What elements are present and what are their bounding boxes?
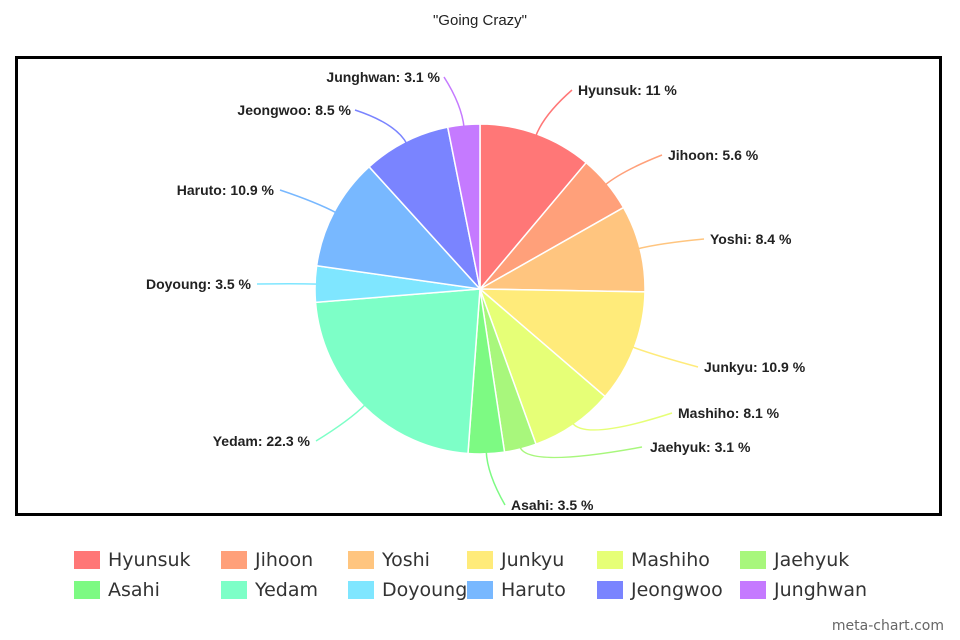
slice-label-junkyu: Junkyu: 10.9 % <box>704 359 806 375</box>
slice-label-mashiho: Mashiho: 8.1 % <box>678 405 780 421</box>
connector-junghwan <box>443 76 465 128</box>
slice-label-junghwan: Junghwan: 3.1 % <box>326 69 440 85</box>
slice-label-haruto: Haruto: 10.9 % <box>177 182 275 198</box>
slice-label-asahi: Asahi: 3.5 % <box>511 497 594 513</box>
connector-asahi <box>485 450 506 506</box>
slice-label-hyunsuk: Hyunsuk: 11 % <box>578 82 677 98</box>
slice-label-jeongwoo: Jeongwoo: 8.5 % <box>237 102 351 118</box>
chart-title: "Going Crazy" <box>432 12 527 29</box>
connector-jeongwoo <box>354 109 408 145</box>
connector-jaehyuk <box>518 445 643 459</box>
slice-label-doyoung: Doyoung: 3.5 % <box>146 276 252 292</box>
pie-slice-yedam <box>314 288 481 455</box>
connector-haruto <box>279 189 338 214</box>
watermark: meta-chart.com <box>831 618 944 634</box>
slice-label-jaehyuk: Jaehyuk: 3.1 % <box>650 439 751 455</box>
connector-junkyu <box>631 345 699 368</box>
connector-jihoon <box>604 154 663 186</box>
slice-label-yedam: Yedam: 22.3 % <box>213 433 311 449</box>
connector-mashiho <box>571 412 673 431</box>
slice-label-yoshi: Yoshi: 8.4 % <box>710 231 792 247</box>
connector-hyunsuk <box>534 89 573 138</box>
plot-frame <box>15 56 942 516</box>
connector-yedam <box>315 403 367 442</box>
connector-yoshi <box>636 238 705 250</box>
slice-label-jihoon: Jihoon: 5.6 % <box>668 147 759 163</box>
